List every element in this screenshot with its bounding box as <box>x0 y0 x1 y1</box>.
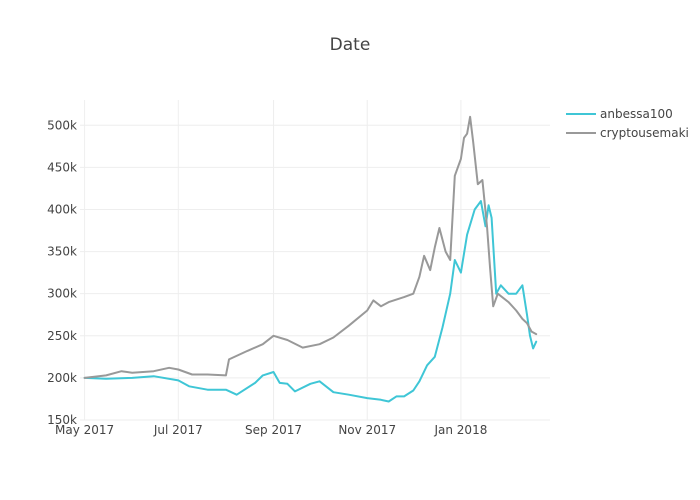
y-tick-label: 300k <box>47 287 77 301</box>
legend-item-cryptousemaki[interactable]: cryptousemaki <box>566 126 689 140</box>
legend-item-anbessa100[interactable]: anbessa100 <box>566 107 673 121</box>
x-tick-label: Jan 2018 <box>433 423 487 437</box>
x-tick-label: Nov 2017 <box>338 423 396 437</box>
y-tick-label: 450k <box>47 160 77 174</box>
y-tick-label: 150k <box>47 413 77 427</box>
axis-layer: 150k 200k 250k 300k 350k 400k 450k 500k May 2017… <box>47 118 487 437</box>
series-line-anbessa100 <box>83 200 538 403</box>
y-tick-label: 400k <box>47 202 77 216</box>
y-tick-label: 200k <box>47 371 77 385</box>
x-tick-label: Jul 2017 <box>153 423 203 437</box>
series-layer <box>83 115 538 403</box>
y-tick-label: 350k <box>47 245 77 259</box>
legend-label: cryptousemaki <box>600 126 689 140</box>
chart-title: Date <box>330 35 371 55</box>
x-tick-label: Sep 2017 <box>245 423 302 437</box>
y-tick-label: 250k <box>47 329 77 343</box>
series-line-cryptousemaki <box>83 115 538 379</box>
legend[interactable]: anbessa100 cryptousemaki <box>566 107 689 140</box>
legend-label: anbessa100 <box>600 107 673 121</box>
x-tick-label: May 2017 <box>55 423 114 437</box>
y-tick-label: 500k <box>47 118 77 132</box>
